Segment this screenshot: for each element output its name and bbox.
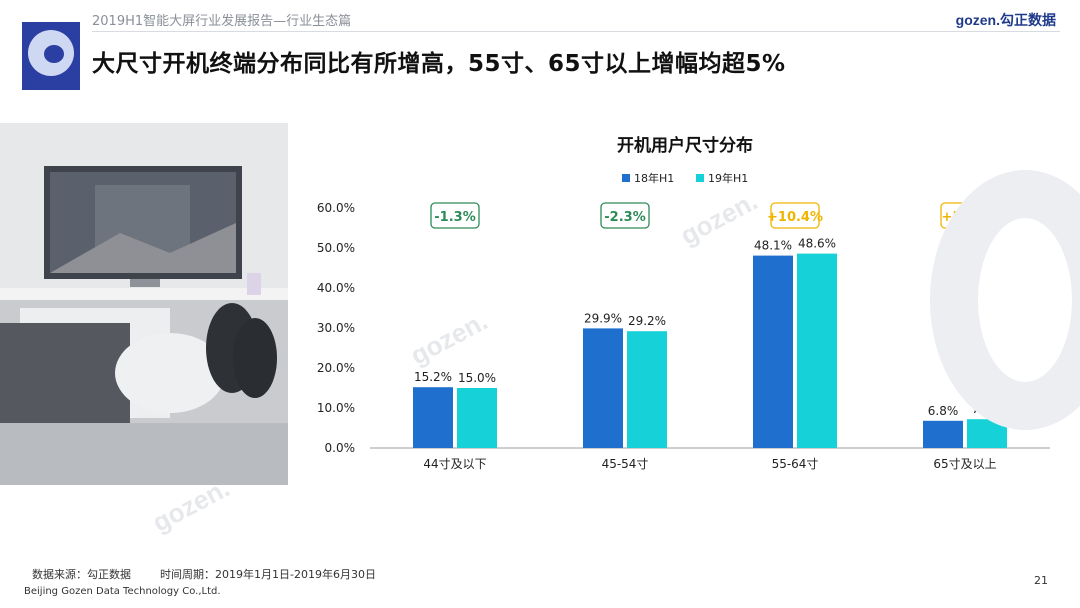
page-number: 21 bbox=[1034, 574, 1048, 587]
change-badge-label: +10.4% bbox=[767, 210, 823, 225]
gozen-logo bbox=[22, 22, 80, 90]
report-title: 2019H1智能大屏行业发展报告—行业生态篇 bbox=[92, 14, 352, 29]
bar-chart: 开机用户尺寸分布 18年H1 19年H1 0.0% 10.0% 20.0% 30.0% 40.… bbox=[317, 135, 1050, 471]
legend-label: 19年H1 bbox=[708, 171, 748, 185]
y-tick-label: 40.0% bbox=[317, 281, 355, 295]
header-divider bbox=[92, 31, 1060, 32]
x-tick-label: 45-54寸 bbox=[602, 457, 649, 471]
living-room-photo bbox=[0, 123, 288, 485]
y-tick-label: 20.0% bbox=[317, 361, 355, 375]
bar bbox=[413, 387, 453, 448]
logo-g-mark bbox=[28, 30, 74, 76]
change-badge-label: -1.3% bbox=[434, 210, 475, 225]
data-label: 29.9% bbox=[584, 311, 622, 325]
change-badge-label: -2.3% bbox=[604, 210, 645, 225]
y-tick-label: 50.0% bbox=[317, 241, 355, 255]
time-period: 时间周期：2019年1月1日-2019年6月30日 bbox=[160, 568, 376, 581]
bar bbox=[627, 331, 667, 448]
data-label: 48.6% bbox=[798, 237, 836, 251]
data-label: 29.2% bbox=[628, 314, 666, 328]
photo-illustration bbox=[0, 123, 288, 485]
y-tick-label: 0.0% bbox=[325, 441, 356, 455]
slide-headline: 大尺寸开机终端分布同比有所增高，55寸、65寸以上增幅均超5% bbox=[92, 51, 786, 77]
x-tick-label: 55-64寸 bbox=[772, 457, 819, 471]
data-label: 15.0% bbox=[458, 371, 496, 385]
y-tick-label: 60.0% bbox=[317, 201, 355, 215]
chart-title: 开机用户尺寸分布 bbox=[617, 135, 753, 156]
bar bbox=[753, 255, 793, 448]
bar bbox=[583, 328, 623, 448]
brand-logo-text: gozen.勾正数据 bbox=[955, 12, 1056, 28]
legend-swatch bbox=[696, 174, 704, 182]
bar bbox=[457, 388, 497, 448]
change-badge bbox=[430, 202, 480, 229]
bar bbox=[797, 253, 837, 448]
data-label: 15.2% bbox=[414, 370, 452, 384]
y-tick-label: 30.0% bbox=[317, 321, 355, 335]
bar bbox=[923, 420, 963, 448]
legend-swatch bbox=[622, 174, 630, 182]
data-source: 数据来源：勾正数据 bbox=[32, 568, 131, 581]
y-tick-label: 10.0% bbox=[317, 401, 355, 415]
x-tick-label: 44寸及以下 bbox=[423, 457, 486, 471]
company-name: Beijing Gozen Data Technology Co.,Ltd. bbox=[24, 586, 221, 597]
x-tick-label: 65寸及以上 bbox=[933, 457, 996, 471]
legend-label: 18年H1 bbox=[634, 171, 674, 185]
change-badge bbox=[600, 202, 650, 229]
change-badge bbox=[770, 202, 820, 229]
data-label: 6.8% bbox=[928, 404, 959, 418]
data-label: 48.1% bbox=[754, 239, 792, 253]
